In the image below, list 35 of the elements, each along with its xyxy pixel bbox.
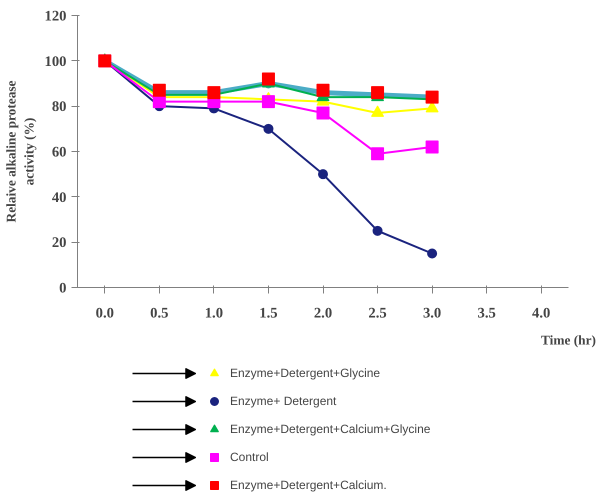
point [262,95,275,108]
point [262,72,275,86]
point [318,169,328,180]
y-tick-label: 40 [52,190,66,206]
point [316,84,330,97]
point [372,226,383,236]
point [263,124,274,134]
point [316,106,330,120]
y-tick-label: 120 [44,8,66,24]
y-tick-label: 80 [52,99,66,116]
x-tick-label: 2.0 [314,306,332,322]
y-tick-label: 100 [44,54,66,70]
y-tick-label: 20 [52,235,66,252]
x-tick-label: 3.0 [422,306,442,322]
y-tick-label: 60 [52,144,66,160]
legend-label: Enzyme+Detergent+Glycine [230,365,380,382]
legend-label: Enzyme+Detergent+Calcium. [230,477,387,494]
x-tick-label: 2.5 [368,306,387,322]
point [427,248,438,258]
y-axis-title: Relaive alkaline protease activity (%) [4,80,37,222]
x-tick-label: 1.5 [259,306,278,322]
legend-label: Control [230,449,269,466]
point [371,147,384,160]
point [371,86,384,100]
point [152,84,166,97]
legend-label: Enzyme+ Detergent [230,393,336,410]
x-tick-label: 4.0 [532,306,550,322]
x-tick-label: 0.0 [96,306,114,322]
legend-label: Enzyme+Detergent+Calcium+Glycine [230,421,430,438]
x-tick-label: 1.0 [204,306,224,322]
x-axis-title: Time (hr) [541,332,596,348]
x-tick-label: 0.5 [150,306,168,322]
x-tick-label: 3.5 [478,306,496,322]
y-tick-label: 0 [59,280,66,296]
point [426,140,439,154]
